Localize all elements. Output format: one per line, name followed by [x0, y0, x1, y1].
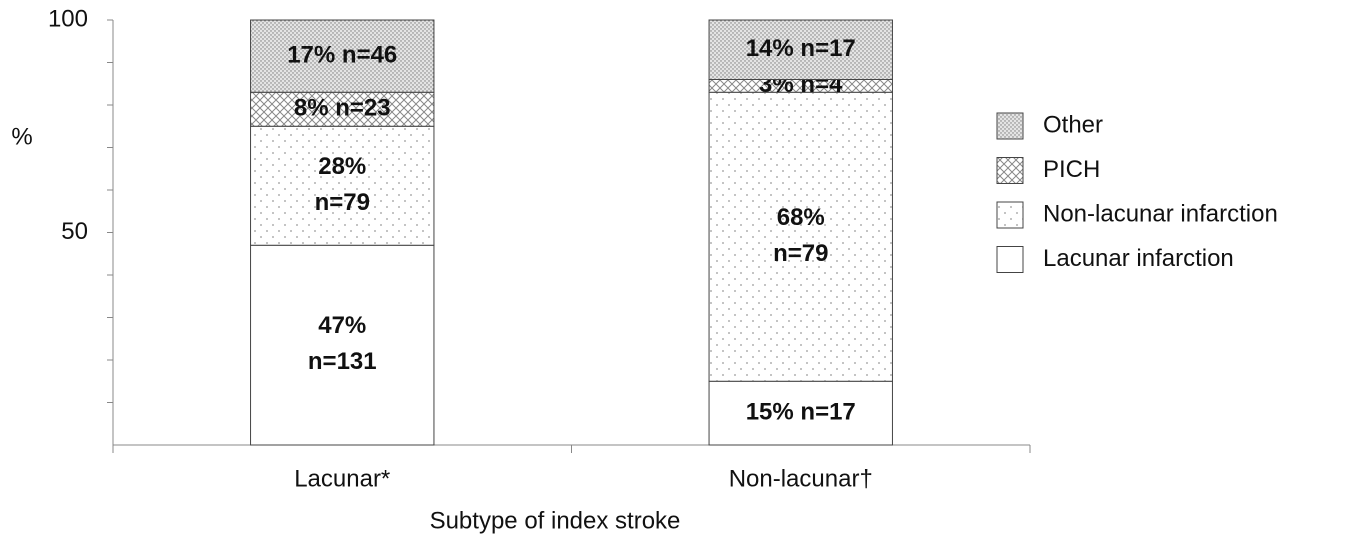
- value-label: 17% n=46: [287, 41, 397, 68]
- bar-segment: [250, 244, 435, 446]
- legend-swatch: [996, 112, 1024, 140]
- bar-segment: [708, 380, 893, 446]
- value-label: 68% n=79: [773, 204, 828, 267]
- x-tick-label: Non-lacunar†: [729, 465, 873, 492]
- legend-swatch: [996, 201, 1024, 229]
- value-label: 28% n=79: [315, 153, 370, 216]
- value-label: 47% n=131: [308, 312, 377, 375]
- y-tick-label: 100: [48, 5, 88, 32]
- value-label: 8% n=23: [294, 95, 391, 122]
- bar-segment: [250, 19, 435, 93]
- bar-segment: [250, 91, 435, 127]
- y-axis-label: %: [11, 123, 32, 150]
- x-tick-label: Lacunar*: [294, 465, 390, 492]
- value-label: 15% n=17: [746, 398, 856, 425]
- legend-label: Non-lacunar infarction: [1043, 200, 1278, 227]
- y-tick-label: 50: [61, 218, 88, 245]
- x-axis-label: Subtype of index stroke: [430, 507, 681, 534]
- legend-label: Lacunar infarction: [1043, 245, 1234, 272]
- legend-label: Other: [1043, 111, 1103, 138]
- bar-segment: [708, 91, 893, 382]
- bar-segment: [708, 19, 893, 80]
- bar-segment: [250, 125, 435, 246]
- legend-swatch: [996, 246, 1024, 273]
- value-label: 14% n=17: [746, 35, 856, 62]
- legend-label: PICH: [1043, 156, 1100, 183]
- legend-swatch: [996, 157, 1024, 184]
